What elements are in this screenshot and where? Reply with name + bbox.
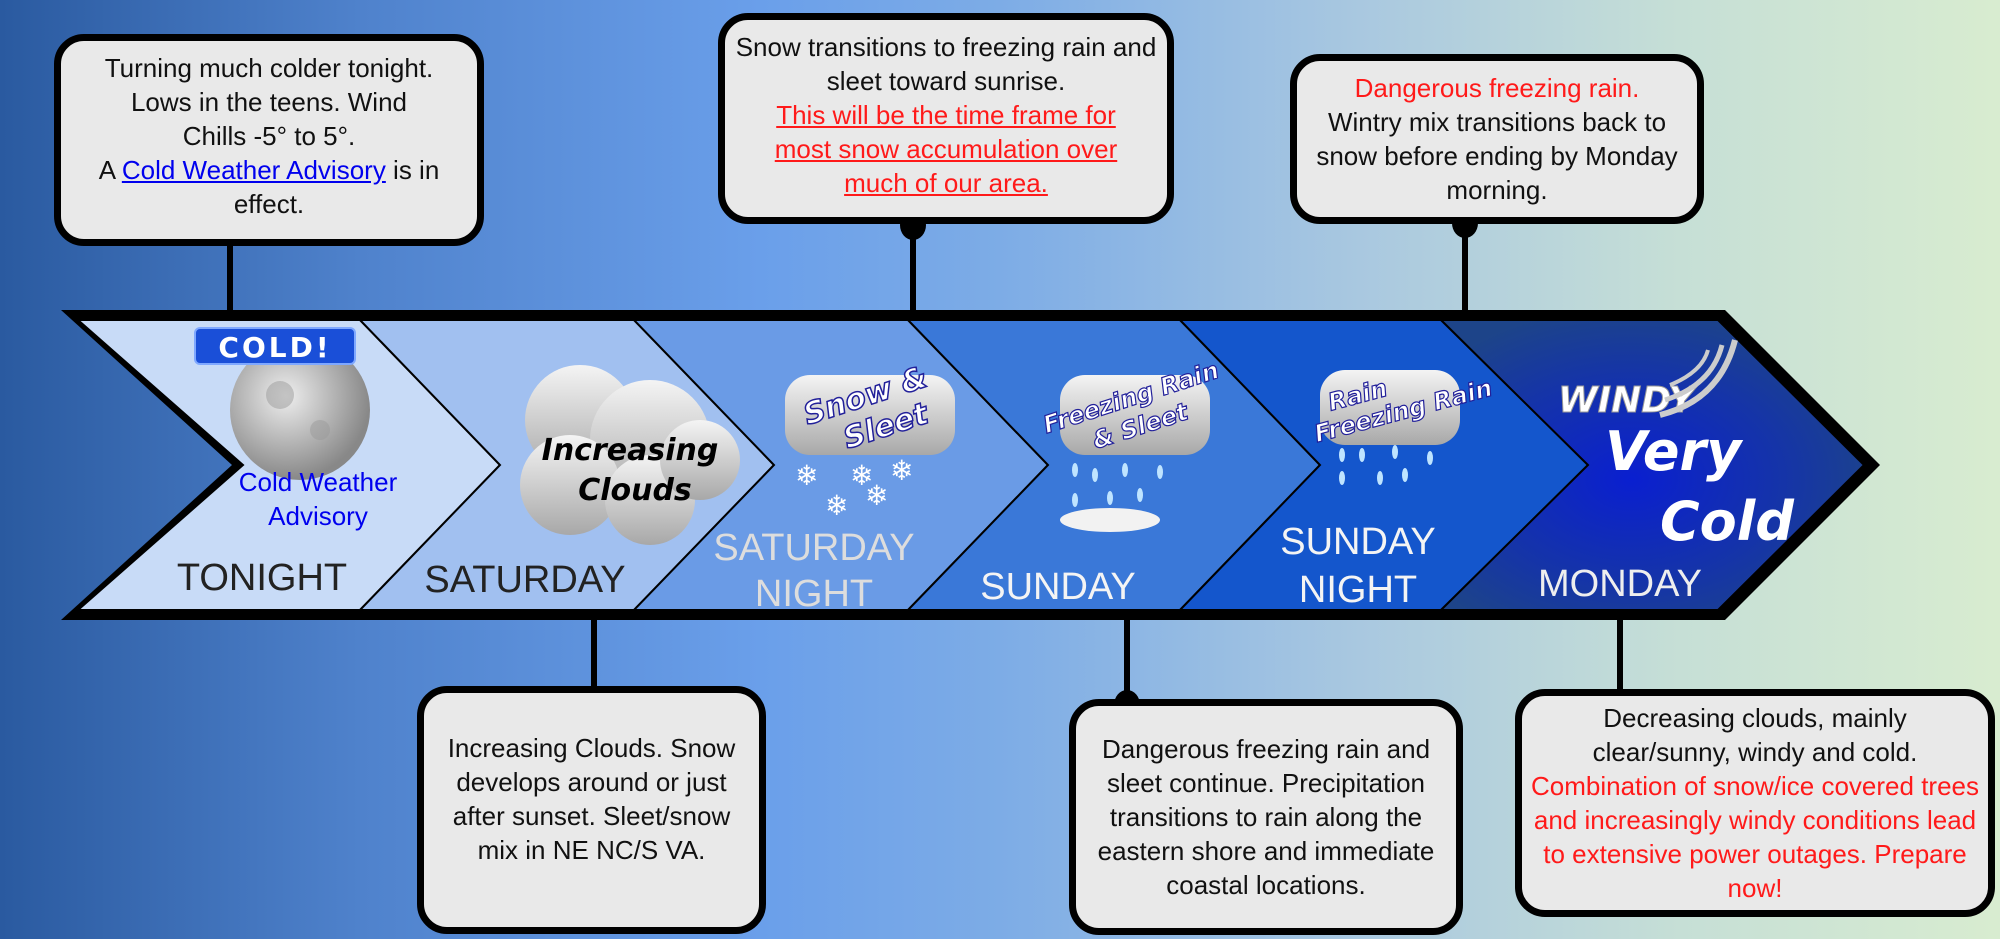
svg-text:❄: ❄ [795,459,818,492]
callout-saturday-night: Snow transitions to freezing rain and sl… [718,13,1174,224]
svg-text:Very: Very [1605,420,1744,483]
connector-sunday [1124,618,1130,706]
svg-text:❄: ❄ [825,489,848,522]
label-text: TONIGHT [176,557,348,599]
svg-text:Increasing: Increasing [542,433,719,468]
increasing-clouds-icon: Increasing Clouds [520,365,740,545]
label-saturday-night: SATURDAY NIGHT [713,525,914,617]
callout-tonight: Turning much colder tonight. Lows in the… [54,34,484,246]
label-sunday-night: SUNDAY NIGHT [1280,518,1436,614]
cold-weather-advisory-link[interactable]: Cold Weather Advisory [121,155,386,185]
callout-text: Wintry mix transitions back to snow befo… [1316,107,1678,205]
svg-text:WINDY: WINDY [1558,380,1698,421]
callout-alert-text: This will be the time frame for most sno… [774,100,1118,198]
connector-tonight [227,225,233,313]
label-text: NIGHT [1298,569,1418,611]
callout-text: Turning much colder tonight. [104,53,434,83]
label-text: SUNDAY [980,566,1136,608]
callout-alert-text: Dangerous freezing rain. [1354,73,1640,103]
callout-text: A [98,155,122,185]
connector-saturday [591,618,597,706]
cold-weather-advisory-caption: Cold Weather Advisory [239,465,398,533]
connector-monday [1617,618,1623,706]
svg-text:COLD!: COLD! [218,331,331,364]
caption-line: Cold Weather [238,467,398,497]
label-monday: MONDAY [1538,561,1702,607]
connector-saturday-night [910,222,916,312]
svg-text:❄: ❄ [850,459,873,492]
label-text: NIGHT [754,573,874,615]
moon-cold-icon: COLD! [194,327,370,480]
callout-alert-text: Combination of snow/ice covered trees an… [1530,771,1979,903]
callout-text: Chills -5° to 5°. [182,121,356,151]
callout-sunday-night: Dangerous freezing rain. Wintry mix tran… [1290,54,1704,224]
label-tonight: TONIGHT [177,555,347,601]
segment-monday[interactable] [1438,319,1866,611]
svg-text:❄: ❄ [865,479,888,512]
callout-text: Dangerous freezing rain and sleet contin… [1097,734,1435,900]
callout-text: Lows in the teens. Wind [130,87,408,117]
svg-text:Clouds: Clouds [578,473,692,508]
callout-sunday: Dangerous freezing rain and sleet contin… [1069,699,1463,935]
callout-monday: Decreasing clouds, mainly clear/sunny, w… [1515,689,1995,917]
callout-saturday: Increasing Clouds. Snow develops around … [417,686,766,934]
label-saturday: SATURDAY [424,557,625,603]
callout-text: A Cold Weather Advisory is in effect. [67,153,471,221]
freezing-rain-sleet-icon: Freezing Rain & Sleet [1039,355,1223,532]
windy-very-cold-icon: WINDY Very Cold [1558,339,1795,553]
label-text: MONDAY [1538,563,1702,605]
label-sunday: SUNDAY [980,564,1136,610]
svg-text:Rain: Rain [1325,374,1390,417]
label-text: SATURDAY [424,559,626,601]
label-text: SATURDAY [713,527,915,569]
callout-text: Decreasing clouds, mainly clear/sunny, w… [1592,703,1918,767]
svg-text:❄: ❄ [890,454,913,487]
caption-line: Advisory [268,501,368,531]
connector-sunday-night [1462,220,1468,312]
svg-text:Cold: Cold [1660,490,1795,553]
label-text: SUNDAY [1280,521,1436,563]
callout-text: Increasing Clouds. Snow develops around … [447,733,736,865]
rain-freezing-rain-icon: Rain Freezing Rain [1311,370,1496,485]
callout-text: is in effect. [233,155,440,219]
callout-text: Snow transitions to freezing rain and sl… [735,32,1157,96]
